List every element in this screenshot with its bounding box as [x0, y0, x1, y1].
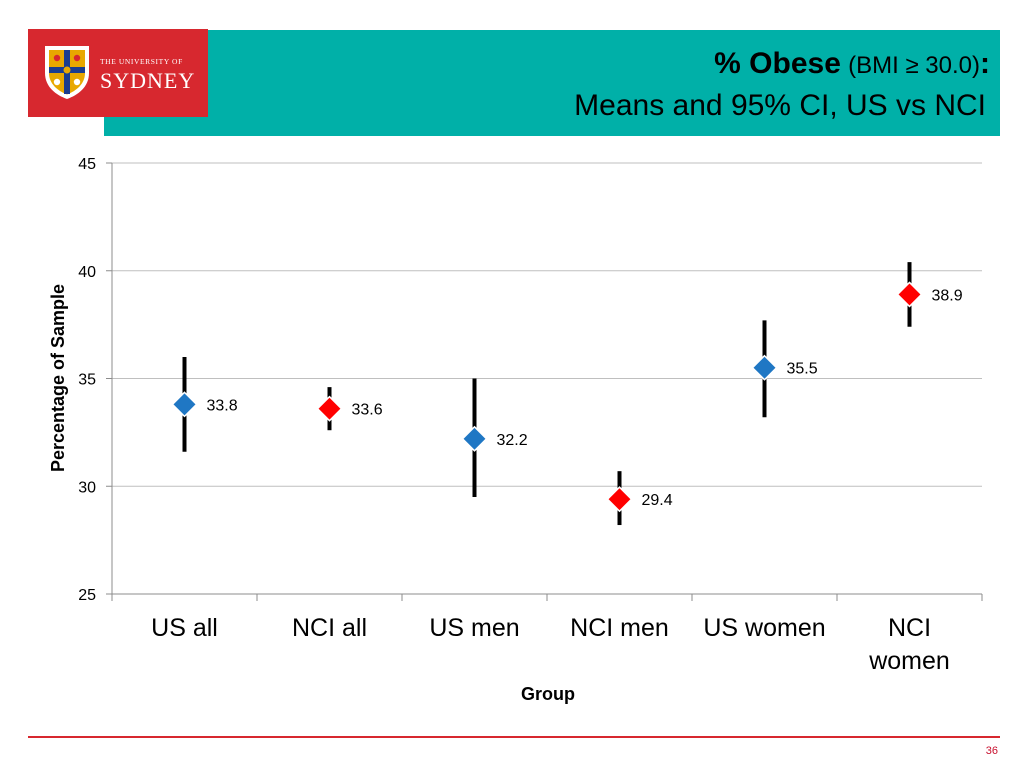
grid-layer [112, 162, 982, 487]
x-tick-label-line: women [868, 647, 950, 675]
header-band [104, 30, 1000, 136]
logo-top-text: THE UNIVERSITY OF [100, 57, 183, 66]
title-colon: : [980, 47, 990, 80]
slide-title: % Obese (BMI ≥ 30.0): [714, 47, 990, 81]
data-label: 35.5 [787, 361, 818, 378]
x-tick-label-line: US women [703, 614, 825, 642]
x-tick-label: NCI all [292, 614, 367, 642]
mean-marker [316, 395, 343, 422]
x-tick-label-line: NCI all [292, 614, 367, 642]
data-layer: 33.8 33.6 32.2 29.4 35.5 38.9 [171, 262, 963, 526]
university-logo: THE UNIVERSITY OF SYDNEY [28, 29, 208, 117]
x-tick-label: NCI men [570, 614, 669, 642]
title-bold-part: % Obese [714, 47, 841, 80]
axis-layer [106, 162, 983, 601]
x-tick-label: US women [703, 614, 825, 642]
title-normal-part: (BMI ≥ 30.0) [848, 52, 980, 79]
y-tick-label: 30 [78, 479, 96, 496]
y-tick-label: 25 [78, 587, 96, 604]
x-tick-label: US men [429, 614, 519, 642]
x-tick-label: NCI women [868, 614, 950, 675]
y-tick-label: 45 [78, 156, 96, 173]
tick-label-layer: 25 30 35 40 45 US all NCI all US men NCI men US w… [78, 156, 950, 675]
university-crest-icon [45, 46, 89, 99]
error-bar-chart: 25 30 35 40 45 US all NCI all US men NCI men US w… [48, 156, 983, 704]
x-axis-label: Group [521, 684, 575, 704]
mean-marker [896, 281, 923, 308]
mean-marker [606, 486, 633, 513]
data-label: 29.4 [642, 492, 673, 509]
x-tick-label-line: NCI men [570, 614, 669, 642]
x-tick-label-line: NCI [888, 614, 931, 642]
footer-divider [28, 736, 1000, 738]
slide-subtitle: Means and 95% CI, US vs NCI [574, 89, 986, 122]
y-axis-label: Percentage of Sample [48, 284, 68, 472]
data-label: 33.6 [352, 402, 383, 419]
y-tick-label: 40 [78, 264, 96, 281]
page-number: 36 [985, 745, 998, 757]
data-label: 33.8 [207, 397, 238, 414]
logo-bottom-text: SYDNEY [100, 68, 196, 93]
x-tick-label-line: US men [429, 614, 519, 642]
x-tick-label: US all [151, 614, 218, 642]
data-label: 38.9 [932, 287, 963, 304]
mean-marker [461, 425, 488, 452]
data-label: 32.2 [497, 432, 528, 449]
x-tick-label-line: US all [151, 614, 218, 642]
y-tick-label: 35 [78, 372, 96, 389]
mean-marker [751, 354, 778, 381]
mean-marker [171, 391, 198, 418]
